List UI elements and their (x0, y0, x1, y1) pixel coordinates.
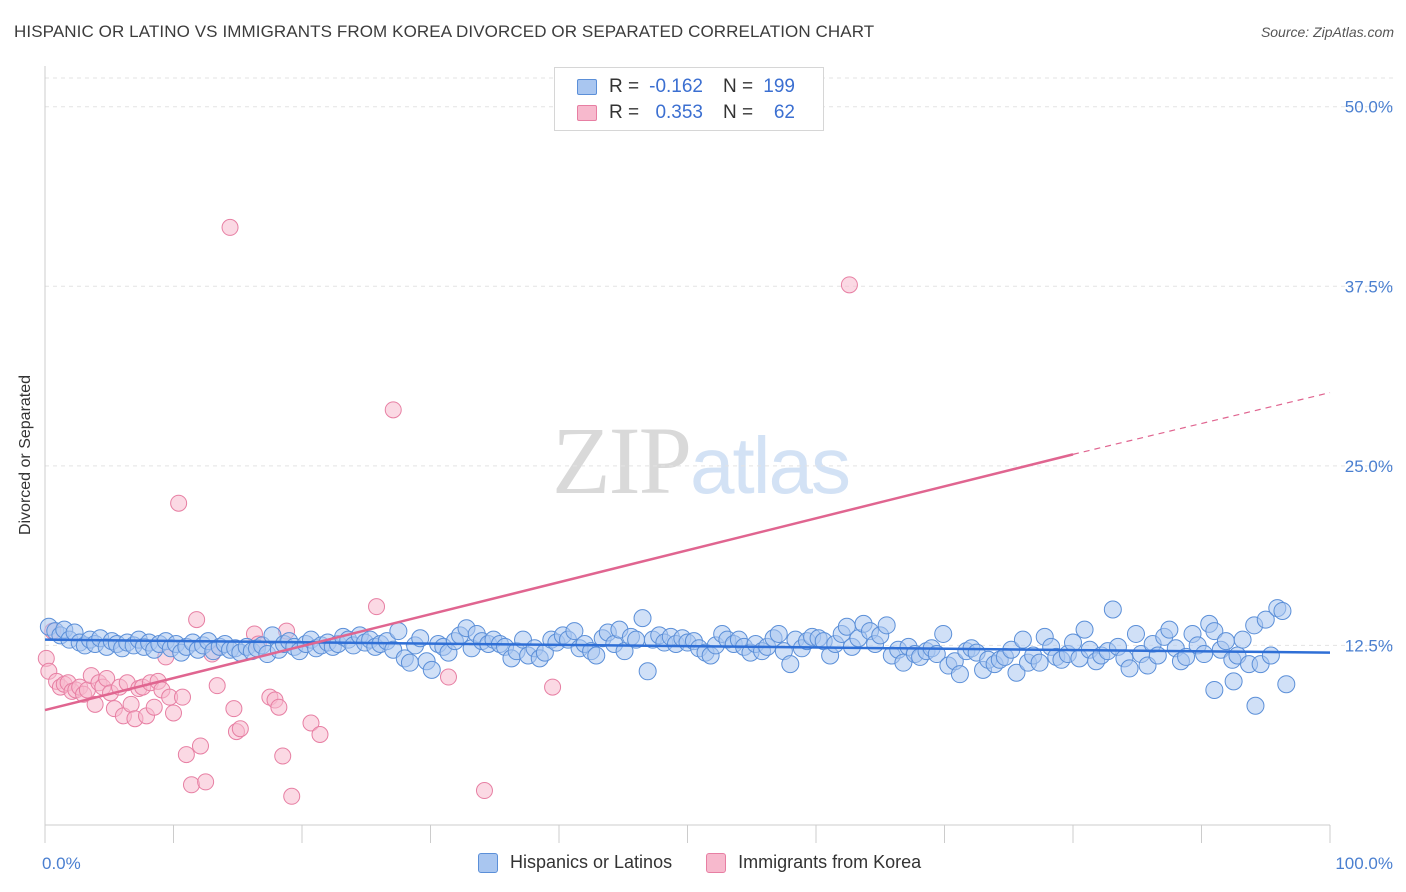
hispanic-point (1075, 620, 1094, 639)
series-legend: Hispanics or Latinos Immigrants from Kor… (478, 852, 955, 873)
hispanic-point (1205, 622, 1224, 641)
legend-r-value: -0.162 (649, 76, 703, 97)
korea-point (225, 700, 243, 718)
korea-point (208, 677, 226, 695)
hispanic-point (422, 660, 441, 679)
hispanic-point (1277, 675, 1296, 694)
hispanic-point (1273, 601, 1292, 620)
series-legend-item-hispanic[interactable]: Hispanics or Latinos (478, 852, 672, 873)
korea-point (544, 678, 562, 696)
hispanic-point (400, 653, 419, 672)
y-tick-label: 25.0% (1345, 457, 1393, 476)
hispanic-point (587, 646, 606, 665)
korea-point (221, 218, 239, 236)
korea-point (145, 698, 163, 716)
hispanic-point (1148, 646, 1167, 665)
korea-point (231, 720, 249, 738)
hispanic-point (1195, 645, 1214, 664)
korea-point (188, 611, 206, 629)
korea-point (439, 668, 457, 686)
legend-row-korea: R = 0.353 N = 62 (577, 101, 795, 125)
hispanic-point (934, 624, 953, 643)
series-swatch-pink (706, 852, 727, 873)
hispanic-point (389, 622, 408, 641)
series-legend-label: Immigrants from Korea (738, 852, 922, 872)
korea-trend-extension (1072, 392, 1331, 455)
legend-swatch-blue (577, 79, 597, 95)
hispanic-point (1261, 646, 1280, 665)
hispanic-point (633, 609, 652, 628)
korea-point (274, 747, 292, 765)
watermark-zip: ZIP (552, 407, 692, 514)
hispanic-point (877, 616, 896, 635)
hispanic-point (781, 655, 800, 674)
korea-point (122, 695, 140, 713)
hispanic-point (1126, 624, 1145, 643)
hispanic-point (1120, 659, 1139, 678)
korea-point (191, 737, 209, 755)
series-legend-label: Hispanics or Latinos (510, 852, 673, 872)
korea-trend-line (44, 453, 1074, 712)
x-tick-label-min: 0.0% (42, 854, 81, 873)
hispanic-point (1030, 653, 1049, 672)
hispanic-point (1224, 672, 1243, 691)
x-tick-label-max: 100.0% (1335, 854, 1393, 873)
hispanic-point (1216, 632, 1235, 651)
korea-point (170, 494, 188, 512)
korea-point (173, 688, 191, 706)
hispanic-point (1103, 600, 1122, 619)
korea-point (165, 704, 182, 722)
legend-n-label: N = (723, 76, 754, 97)
korea-point (177, 746, 195, 764)
y-tick-label: 12.5% (1345, 636, 1393, 655)
correlation-legend: R = -0.162 N = 199 R = 0.353 N = 62 (554, 67, 824, 131)
legend-r-label: R = (609, 76, 640, 97)
series-swatch-blue (478, 852, 498, 873)
legend-n-value: 199 (763, 76, 795, 97)
korea-point (283, 787, 301, 805)
legend-row-hispanic: R = -0.162 N = 199 (577, 75, 795, 99)
korea-point (475, 782, 493, 800)
legend-n-label: N = (723, 102, 754, 123)
hispanic-point (1233, 630, 1252, 649)
hispanic-trend-line (44, 638, 1331, 654)
hispanic-point (1205, 680, 1224, 699)
hispanic-point (950, 665, 969, 684)
legend-r-value: 0.353 (655, 102, 703, 123)
korea-point (182, 776, 200, 794)
hispanic-point (1177, 647, 1196, 666)
chart-source: Source: ZipAtlas.com (1260, 24, 1394, 40)
y-tick-label: 37.5% (1345, 277, 1393, 296)
korea-point (840, 276, 858, 294)
hispanic-point (1007, 663, 1026, 682)
y-tick-label: 50.0% (1345, 98, 1393, 117)
hispanic-point (565, 622, 584, 641)
hispanic-point (1013, 630, 1032, 649)
hispanic-point (638, 662, 657, 681)
korea-point (311, 725, 329, 743)
hispanic-point (1160, 620, 1179, 639)
korea-point (302, 714, 320, 732)
legend-swatch-pink (577, 105, 597, 121)
legend-r-label: R = (609, 102, 640, 123)
legend-n-value: 62 (773, 102, 795, 123)
hispanic-point (769, 624, 788, 643)
korea-point (368, 598, 386, 616)
chart-title: HISPANIC OR LATINO VS IMMIGRANTS FROM KO… (14, 22, 875, 41)
korea-point (197, 773, 215, 791)
korea-point (384, 401, 402, 419)
hispanic-point (1246, 696, 1265, 715)
series-legend-item-korea[interactable]: Immigrants from Korea (706, 852, 921, 873)
hispanic-point (1256, 610, 1275, 629)
korea-point (270, 698, 288, 716)
